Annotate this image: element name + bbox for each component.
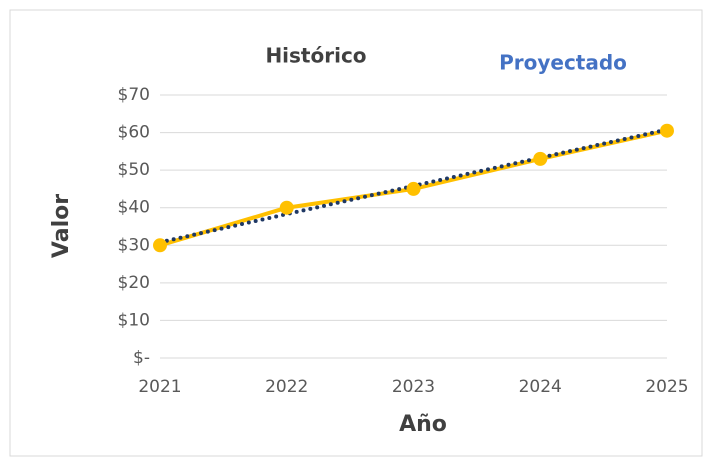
data-point bbox=[153, 238, 167, 253]
chart-border bbox=[9, 9, 703, 457]
data-point bbox=[660, 123, 674, 138]
y-axis-title: Valor bbox=[49, 194, 74, 258]
x-axis-title: Año bbox=[399, 412, 447, 437]
annotation: Proyectado bbox=[499, 51, 627, 75]
x-tick-label: 2021 bbox=[138, 377, 181, 397]
y-tick-label: $40 bbox=[118, 198, 150, 218]
y-tick-label: $60 bbox=[118, 123, 150, 143]
data-point bbox=[406, 181, 421, 196]
y-tick-label: $50 bbox=[118, 160, 150, 180]
y-tick-label: $10 bbox=[118, 310, 150, 330]
annotation: Histórico bbox=[265, 44, 366, 68]
y-tick-label: $20 bbox=[118, 273, 150, 293]
x-tick-label: 2022 bbox=[265, 377, 308, 397]
y-tick-label: $70 bbox=[118, 85, 150, 105]
x-tick-label: 2024 bbox=[519, 377, 562, 397]
x-tick-label: 2023 bbox=[392, 377, 435, 397]
y-tick-label: $- bbox=[133, 348, 150, 368]
data-point bbox=[533, 151, 548, 166]
x-tick-label: 2025 bbox=[645, 377, 688, 397]
data-point bbox=[279, 200, 294, 215]
y-tick-label: $30 bbox=[118, 235, 150, 255]
